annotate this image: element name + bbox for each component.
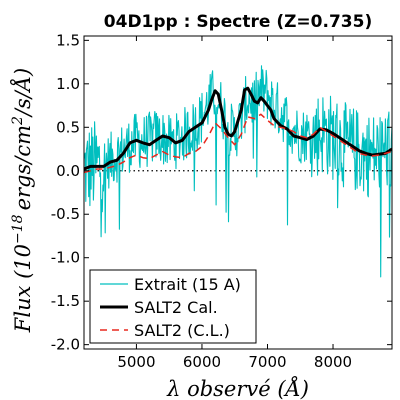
y-tick-label: 1.0 (56, 75, 80, 93)
series-line-2 (84, 113, 392, 174)
legend-label-extrait: Extrait (15 A) (134, 275, 241, 294)
series-line-0 (84, 65, 392, 278)
series-line-1 (84, 86, 392, 171)
x-tick-label: 8000 (314, 353, 352, 371)
ticks-layer: 5000 6000 7000 8000 1.5 1.0 0.5 0.0 -0.5 -1.0 -1.5… (51, 31, 392, 371)
y-tick-label: 0.5 (56, 118, 80, 136)
y-tick-label: -1.0 (51, 249, 80, 267)
x-tick-label: 6000 (183, 353, 221, 371)
y-tick-label: -1.5 (51, 292, 80, 310)
y-tick-label: 0.0 (56, 162, 80, 180)
plot-frame (83, 35, 393, 350)
legend-label-salt2-cl: SALT2 (C.L.) (134, 321, 230, 340)
x-axis-label: λ observé (Å) (166, 376, 309, 400)
series-layer (84, 65, 392, 278)
legend-label-salt2-cal: SALT2 Cal. (134, 298, 218, 317)
y-tick-label: 1.5 (56, 31, 80, 49)
legend: Extrait (15 A) SALT2 Cal. SALT2 (C.L.) (89, 269, 257, 344)
y-tick-label: -2.0 (51, 336, 80, 354)
y-tick-label: -0.5 (51, 205, 80, 223)
y-axis-label: Flux (10−18ergs/cm2/s/Å) (10, 68, 35, 333)
x-tick-label: 7000 (248, 353, 286, 371)
x-tick-label: 5000 (117, 353, 155, 371)
chart-title: 04D1pp : Spectre (Z=0.735) (104, 12, 372, 32)
